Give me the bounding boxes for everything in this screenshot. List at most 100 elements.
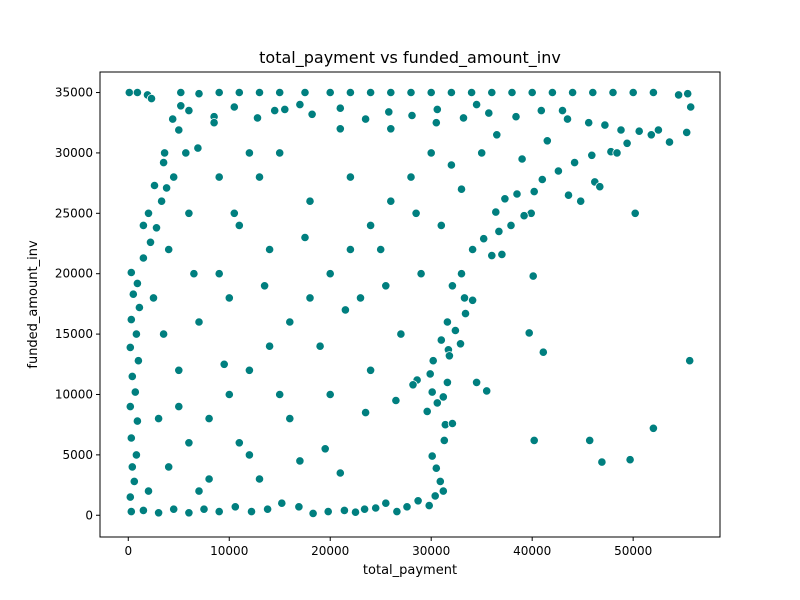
data-point [189, 269, 199, 279]
data-point [184, 508, 194, 518]
data-point [416, 269, 426, 279]
data-point [307, 109, 317, 119]
data-point [436, 335, 446, 345]
data-point [529, 187, 539, 197]
data-point [224, 293, 234, 303]
y-tick-label: 20000 [55, 267, 93, 281]
data-point [396, 329, 406, 339]
data-point [127, 371, 137, 381]
y-tick-label: 25000 [55, 206, 93, 220]
data-point [365, 365, 376, 375]
data-point [184, 438, 194, 448]
data-point [315, 341, 325, 351]
data-point [138, 505, 148, 515]
data-point [295, 100, 305, 110]
data-point [381, 498, 391, 508]
x-axis-label: total_payment [363, 563, 457, 578]
data-point [587, 150, 597, 160]
data-point [345, 244, 355, 255]
data-point [491, 207, 501, 217]
data-point [184, 106, 194, 116]
data-point [436, 220, 446, 230]
data-point [174, 401, 184, 412]
data-point [536, 106, 546, 116]
data-point [506, 220, 516, 230]
data-point [157, 196, 167, 206]
data-point [432, 398, 442, 408]
data-point [426, 148, 436, 158]
data-point [444, 351, 454, 361]
data-point [305, 196, 315, 206]
data-point [425, 369, 435, 379]
data-point [391, 395, 401, 406]
data-point [487, 251, 497, 261]
data-point [431, 118, 441, 128]
y-tick-label: 30000 [55, 146, 93, 160]
data-point [494, 226, 504, 236]
data-point [527, 87, 537, 98]
data-point [511, 112, 521, 122]
x-tick-label: 20000 [311, 544, 349, 558]
data-point [308, 508, 318, 519]
data-point [176, 101, 186, 111]
data-point [164, 244, 174, 255]
data-point [275, 148, 285, 158]
points-layer [124, 87, 696, 519]
data-point [181, 148, 191, 158]
data-point [365, 87, 376, 98]
data-point [125, 492, 135, 502]
data-point [270, 106, 280, 116]
data-point [194, 89, 204, 99]
data-point [528, 271, 538, 281]
data-point [442, 377, 452, 387]
data-point [653, 125, 664, 135]
data-point [127, 462, 137, 472]
data-point [479, 234, 489, 244]
data-point [294, 502, 304, 512]
data-point [132, 278, 142, 288]
data-point [460, 308, 471, 319]
data-point [277, 498, 287, 508]
data-point [673, 90, 684, 100]
data-point [402, 502, 412, 512]
data-point [244, 450, 254, 460]
data-point [567, 87, 578, 98]
data-point [455, 339, 466, 349]
data-point [214, 87, 224, 98]
data-point [132, 87, 142, 98]
data-point [355, 293, 366, 303]
data-point [386, 87, 396, 98]
data-point [386, 124, 396, 134]
y-ticks: 0 5000 10000 15000 20000 25000 30000 35000 [55, 86, 100, 522]
data-point [384, 107, 394, 117]
data-point [209, 118, 219, 128]
data-point [176, 87, 186, 98]
data-point [130, 387, 140, 397]
data-point [132, 416, 142, 426]
data-point [376, 244, 386, 255]
data-point [252, 113, 263, 123]
data-point [529, 435, 539, 445]
data-point [424, 500, 434, 511]
data-point [456, 269, 467, 279]
data-point [234, 220, 244, 230]
data-point [557, 106, 568, 116]
data-point [224, 389, 234, 400]
data-point [131, 450, 141, 460]
x-tick-label: 50000 [614, 544, 652, 558]
axes-layer [99, 71, 721, 538]
data-point [446, 87, 456, 98]
data-point [608, 87, 618, 98]
data-point [193, 143, 203, 153]
data-point [467, 295, 478, 305]
data-point [411, 208, 421, 218]
data-point [323, 506, 333, 517]
data-point [507, 87, 517, 98]
data-point [585, 435, 595, 445]
y-tick-label: 10000 [55, 387, 93, 401]
data-point [435, 476, 445, 486]
data-point [350, 507, 361, 517]
data-point [174, 125, 184, 135]
y-tick-label: 0 [85, 508, 93, 522]
